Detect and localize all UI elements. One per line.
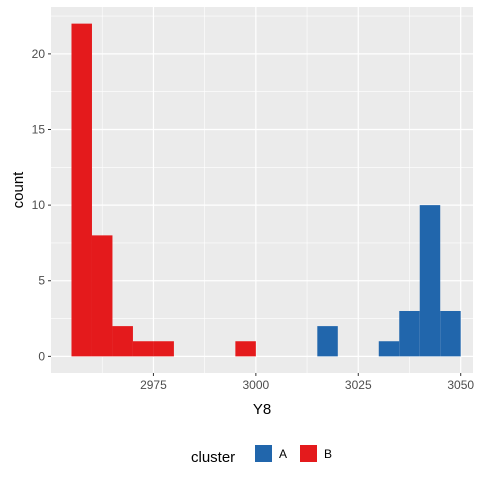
y-tick-label: 5 [38, 274, 45, 288]
histogram-bar-a-3 [419, 205, 441, 357]
histogram-bar-a-0 [317, 326, 338, 357]
legend-key-a [255, 445, 272, 462]
x-axis: 2975 3000 3025 3050 [140, 373, 474, 392]
histogram-bar-b-0 [71, 23, 92, 357]
histogram-bar-b-5 [235, 341, 256, 357]
histogram-bar-b-2 [112, 326, 133, 357]
legend-key-b [300, 445, 317, 462]
y-tick-label: 0 [38, 349, 45, 363]
x-tick-label: 3050 [447, 378, 474, 392]
bars [71, 23, 461, 357]
legend-label-b: B [324, 447, 332, 461]
y-tick-label: 10 [32, 198, 46, 212]
histogram-bar-b-3 [132, 341, 154, 357]
histogram-bar-b-4 [153, 341, 174, 357]
x-axis-title: Y8 [253, 401, 271, 418]
y-axis: 0 5 10 15 20 [32, 47, 51, 363]
y-axis-title: count [10, 171, 27, 209]
y-tick-label: 20 [32, 47, 46, 61]
grid-lines [51, 7, 473, 373]
legend-label-a: A [279, 447, 287, 461]
y-tick-label: 15 [32, 123, 46, 137]
histogram-bar-a-2 [399, 310, 420, 357]
histogram-bar-a-1 [378, 341, 400, 357]
histogram-bar-a-4 [440, 310, 461, 357]
x-tick-label: 3025 [345, 378, 372, 392]
legend-title: cluster [191, 449, 235, 466]
histogram-bar-b-1 [91, 235, 113, 357]
x-tick-label: 2975 [140, 378, 167, 392]
x-tick-label: 3000 [243, 378, 270, 392]
